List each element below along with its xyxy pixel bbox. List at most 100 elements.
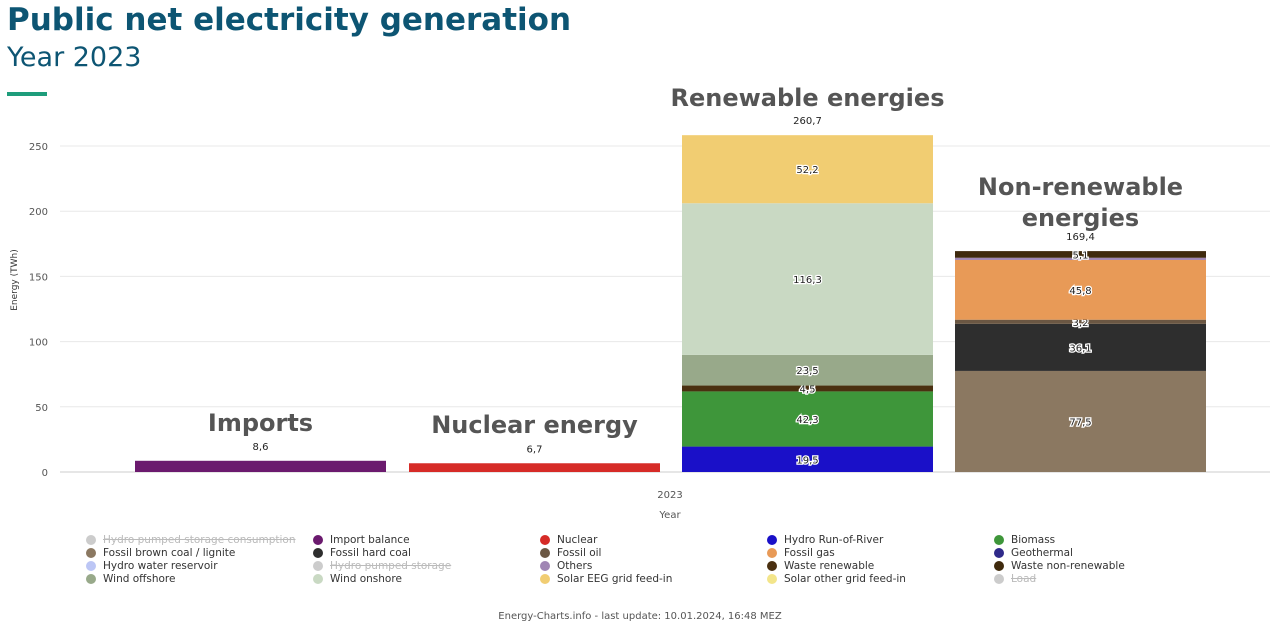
bar-segment: [682, 391, 933, 447]
legend-item[interactable]: Biomass: [994, 533, 1221, 546]
group-label: Nuclear energy: [431, 411, 638, 439]
legend-label: Fossil hard coal: [330, 546, 411, 559]
bar-segment: [955, 257, 1206, 260]
segment-label: 116,3: [793, 275, 822, 286]
y-axis-label: Energy (TWh): [10, 249, 20, 311]
bar-segment: [955, 370, 1206, 472]
x-axis-label: Year: [658, 510, 681, 521]
group-label: Imports: [208, 409, 313, 437]
y-tick-label: 100: [29, 338, 48, 349]
legend-dot-icon: [994, 560, 1004, 571]
legend-label: Hydro water reservoir: [103, 559, 218, 572]
legend-dot-icon: [767, 560, 777, 571]
legend-label: Wind onshore: [330, 572, 402, 585]
segment-label: 45,8: [1069, 286, 1091, 297]
bar-segment: [955, 259, 1206, 320]
legend-item[interactable]: Fossil gas: [767, 546, 994, 559]
legend-dot-icon: [86, 534, 96, 545]
bar-segment: [955, 323, 1206, 371]
legend-item[interactable]: Wind offshore: [86, 572, 313, 585]
legend-item[interactable]: Fossil oil: [540, 546, 767, 559]
legend-label: Biomass: [1011, 533, 1056, 546]
bar-segment: [682, 203, 933, 355]
segment-label: 4,5: [800, 384, 816, 395]
legend-dot-icon: [540, 573, 550, 584]
bar-segment: [135, 460, 386, 472]
bar-segment: [682, 385, 933, 392]
bar-segment: [682, 446, 933, 472]
y-tick-label: 200: [29, 207, 48, 218]
legend-label: Import balance: [330, 533, 410, 546]
group-label: Renewable energies: [671, 84, 945, 112]
segment-label: 36,1: [1069, 343, 1091, 354]
legend-dot-icon: [994, 547, 1004, 558]
legend-item[interactable]: Wind onshore: [313, 572, 540, 585]
total-label: 6,7: [527, 444, 543, 455]
segment-label: 5,1: [1073, 250, 1089, 261]
page-subtitle: Year 2023: [7, 42, 142, 73]
x-tick-label: 2023: [657, 490, 682, 501]
legend-label: Waste non-renewable: [1011, 559, 1125, 572]
legend-dot-icon: [313, 573, 323, 584]
legend-item[interactable]: Hydro pumped storage consumption: [86, 533, 313, 546]
segment-label: 19,5: [796, 455, 818, 466]
legend-item[interactable]: Solar other grid feed-in: [767, 572, 994, 585]
bar-segment: [682, 354, 933, 386]
group-label: energies: [1022, 204, 1139, 232]
legend-label: Hydro pumped storage: [330, 559, 452, 572]
legend-item[interactable]: Fossil hard coal: [313, 546, 540, 559]
legend-label: Solar EEG grid feed-in: [557, 572, 673, 585]
legend-item[interactable]: Fossil brown coal / lignite: [86, 546, 313, 559]
legend-dot-icon: [994, 573, 1004, 584]
legend-dot-icon: [994, 534, 1004, 545]
legend-item[interactable]: Hydro Run-of-River: [767, 533, 994, 546]
legend: Hydro pumped storage consumption Import b…: [86, 533, 1221, 585]
page-title: Public net electricity generation: [7, 2, 572, 38]
y-tick-label: 50: [35, 403, 48, 414]
legend-label: Hydro Run-of-River: [784, 533, 884, 546]
legend-item[interactable]: Load: [994, 572, 1221, 585]
y-tick-label: 0: [42, 468, 48, 479]
legend-label: Fossil brown coal / lignite: [103, 546, 236, 559]
legend-dot-icon: [540, 547, 550, 558]
segment-label: 77,5: [1069, 417, 1091, 428]
legend-item[interactable]: Others: [540, 559, 767, 572]
bar-segment: [409, 463, 660, 472]
legend-item[interactable]: Geothermal: [994, 546, 1221, 559]
bar-segment: [682, 135, 933, 204]
legend-item[interactable]: Nuclear: [540, 533, 767, 546]
legend-label: Fossil gas: [784, 546, 835, 559]
legend-label: Wind offshore: [103, 572, 176, 585]
legend-item[interactable]: Import balance: [313, 533, 540, 546]
legend-label: Others: [557, 559, 593, 572]
legend-item[interactable]: Solar EEG grid feed-in: [540, 572, 767, 585]
total-label: 8,6: [253, 442, 269, 453]
legend-dot-icon: [767, 573, 777, 584]
legend-item[interactable]: Waste renewable: [767, 559, 994, 572]
legend-dot-icon: [767, 547, 777, 558]
total-label: 169,4: [1066, 232, 1095, 243]
y-tick-label: 250: [29, 142, 48, 153]
legend-item[interactable]: Waste non-renewable: [994, 559, 1221, 572]
legend-label: Fossil oil: [557, 546, 602, 559]
legend-dot-icon: [540, 560, 550, 571]
total-label: 260,7: [793, 116, 822, 127]
bar-segment: [955, 319, 1206, 324]
legend-dot-icon: [313, 560, 323, 571]
legend-label: Geothermal: [1011, 546, 1073, 559]
group-label: Non-renewable: [978, 173, 1183, 201]
legend-item[interactable]: Hydro pumped storage: [313, 559, 540, 572]
legend-label: Solar other grid feed-in: [784, 572, 906, 585]
legend-label: Nuclear: [557, 533, 598, 546]
legend-dot-icon: [313, 534, 323, 545]
accent-bar: [7, 92, 47, 96]
legend-dot-icon: [313, 547, 323, 558]
legend-item[interactable]: Hydro water reservoir: [86, 559, 313, 572]
segment-label: 3,2: [1073, 318, 1089, 329]
legend-label: Waste renewable: [784, 559, 875, 572]
footer-source: Energy-Charts.info - last update: 10.01.…: [498, 611, 782, 622]
stacked-bar-chart: 0 50 100 150 200 250 Energy (TWh) 2023 Year 8,6 Im…: [10, 84, 1270, 521]
bar-segment: [955, 251, 1206, 258]
segment-label: 23,5: [796, 366, 818, 377]
legend-dot-icon: [540, 534, 550, 545]
